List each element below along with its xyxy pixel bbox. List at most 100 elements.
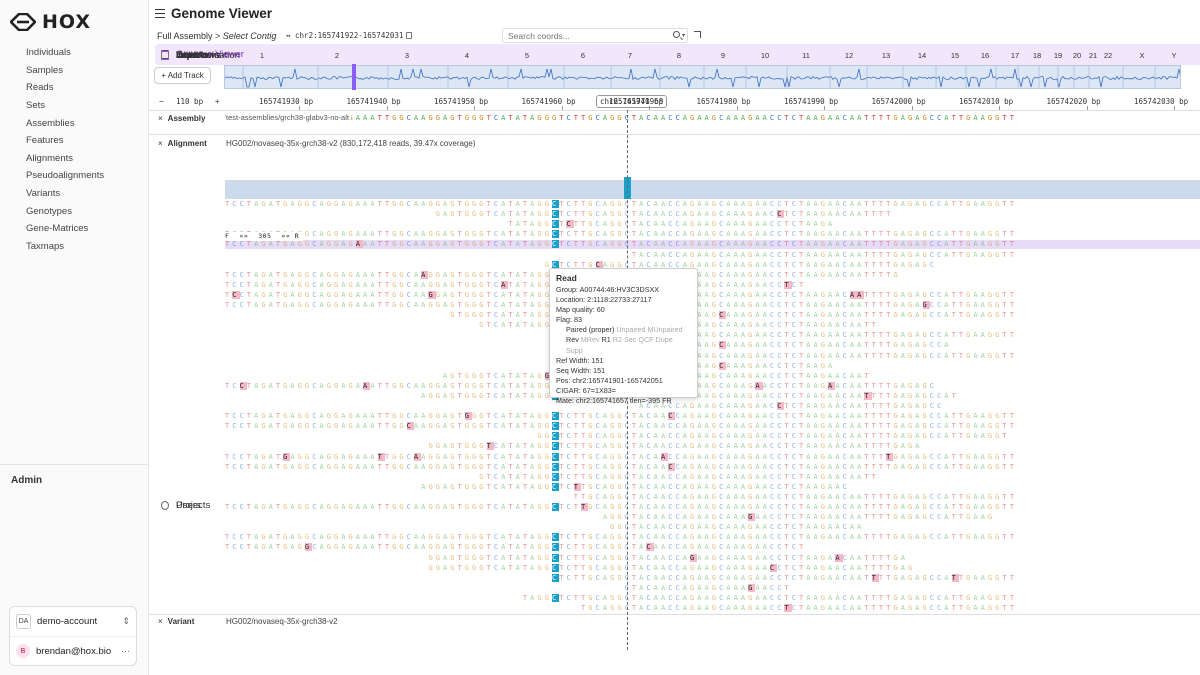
- read-row[interactable]: TCCTAGATGAGGCAGGAGAAATTGGCAAGGAGTGGGTCAT…: [225, 503, 1017, 511]
- chromosome-label[interactable]: 5: [524, 51, 530, 60]
- copy-icon[interactable]: [406, 32, 413, 39]
- read-row[interactable]: NNNNNNNNNNNNNNNNNNNNNNNNNNNNNNAGTGGGTCAT…: [442, 371, 872, 380]
- sidebar-item-projects[interactable]: Projects: [149, 494, 1200, 517]
- user-menu[interactable]: B brendan@hox.bio ···: [10, 636, 136, 665]
- sidebar-item-assemblies[interactable]: Assemblies: [0, 114, 149, 132]
- sidebar-item-individuals[interactable]: Individuals: [0, 44, 149, 62]
- chromosome-label[interactable]: 16: [980, 51, 990, 60]
- chromosome-label[interactable]: 9: [720, 51, 726, 60]
- read-row[interactable]: NNNNNNNNNNNNNNNNNNNNNNNNNNNAGGAGTGGGTCAT…: [421, 482, 850, 491]
- chromosome-label[interactable]: 1: [259, 51, 265, 60]
- close-icon[interactable]: ×: [158, 139, 163, 148]
- read-row[interactable]: NNNNNNNNNNNNNNNNNNNNNNNNNNNNGGAGTGGGTCAT…: [428, 553, 908, 562]
- add-track-button[interactable]: + Add Track: [154, 67, 211, 84]
- chromosome-label[interactable]: Y: [1171, 51, 1177, 60]
- read-row[interactable]: NNNNNNNNNNNNNNNNNNNNNNNNNNNNNNNNNNNNNNNN…: [588, 351, 1017, 360]
- read-row[interactable]: TCCTAGATGAGGCAGGAGAAATTGGCAAGGAGTGGGTCAT…: [225, 200, 1017, 208]
- read-row[interactable]: NNNNNNNNNNNNNNNNNNNNNNNNNNNNNNNNNNNGTCAT…: [479, 472, 879, 481]
- sidebar-item-sets[interactable]: Sets: [0, 97, 149, 115]
- sidebar-item-pseudoalignments[interactable]: Pseudoalignments: [0, 167, 149, 185]
- sidebar-item-taxmaps[interactable]: Taxmaps: [0, 238, 149, 256]
- chromosome-label[interactable]: 4: [464, 51, 470, 60]
- chromosome-label[interactable]: 2: [334, 51, 340, 60]
- read-row[interactable]: TCCTAGATGAGGCAGGAGAAATTGGCAAGGAGTGGGTCAT…: [225, 301, 1017, 309]
- chromosome-label[interactable]: 18: [1032, 51, 1042, 60]
- chromosome-label[interactable]: 8: [676, 51, 682, 60]
- genome-coverage-strip[interactable]: [224, 65, 1181, 89]
- sidebar-item-documentation[interactable]: Documentation: [149, 44, 1200, 67]
- close-icon[interactable]: ×: [158, 617, 163, 626]
- chromosome-label[interactable]: 21: [1088, 51, 1098, 60]
- chromosome-label[interactable]: 15: [950, 51, 960, 60]
- menu-icon[interactable]: [155, 9, 165, 18]
- read-row[interactable]: TCCTAGATGAGGCAGGAGAAATTGGCAAGGAGTGGGTCAT…: [225, 230, 1017, 239]
- zoom-out-button[interactable]: −: [159, 97, 164, 106]
- chevron-down-icon[interactable]: ▾: [682, 33, 686, 39]
- read-row[interactable]: NNNNNNNNNNNNNNNNNNNNNNNNNNNNNNNNNNNNNNNN…: [544, 260, 938, 269]
- chromosome-label[interactable]: 6: [580, 51, 586, 60]
- read-row[interactable]: TCCTAGATGAGGCAGGAGAAATTGGCAAGGAGTGGGTCAT…: [225, 381, 938, 390]
- read-row[interactable]: TCCTAGATGAGGCAGGAGAAATTGGCAAGGAGTGGGTCAT…: [225, 543, 807, 552]
- read-row[interactable]: NNNNNNNNNNNNNNNNNNNNNNNNNNNAGGAGTGGGTCAT…: [421, 391, 959, 400]
- read-row[interactable]: NNNNNNNNNNNNNNNNNNNNNNNNNNNNNNNNNNNNNNNN…: [581, 604, 1017, 612]
- read-row[interactable]: NNNNNNNNNNNNNNNNNNNNNNNNNNNNGGAGTGGGTCAT…: [428, 563, 916, 572]
- chromosome-label[interactable]: 14: [917, 51, 927, 60]
- chromosome-label[interactable]: 3: [404, 51, 410, 60]
- read-row[interactable]: TCCTAGATGAGGCAGGAGAAATTGGCAAGGAGTGGGTCAT…: [225, 290, 1017, 299]
- read-row[interactable]: NNNNNNNNNNNNNNNNNNNNNNNNNNNNNNNNNNNNNNNN…: [225, 361, 1200, 371]
- sidebar-item-gene-matrices[interactable]: Gene-Matrices: [0, 220, 149, 238]
- read-row[interactable]: TCCTAGATGAGGCAGGAGAAATTGGCAAGGAGTGGGTCAT…: [225, 452, 1017, 461]
- zoom-in-button[interactable]: +: [215, 97, 220, 106]
- read-row[interactable]: NNNNNNNNNNNNNNNNNNNNNNNNNNNNNNNNNNNNNNNN…: [624, 583, 792, 592]
- chromosome-label[interactable]: 12: [844, 51, 854, 60]
- mate-pair-strip[interactable]: F »» 305 «« R: [225, 232, 303, 242]
- read-row[interactable]: NNNNNNNNNNNNNNNNNNNNNNNNNNNNGGAGTGGGTCAT…: [428, 442, 923, 451]
- read-pileup[interactable]: TCCTAGATGAGGCAGGAGAAATTGGCAAGGAGTGGGTCAT…: [149, 200, 1200, 615]
- read-row[interactable]: TCCTAGATGAGGCAGGAGAAATTGGCAAGGAGTGGGTCAT…: [225, 240, 1200, 250]
- sidebar-item-variants[interactable]: Variants: [0, 185, 149, 203]
- chromosome-label[interactable]: 19: [1053, 51, 1063, 60]
- read-row[interactable]: NNNNNNNNNNNNNNNNNNNNNNNNNNNNNGAGTGGGTCAT…: [435, 210, 894, 219]
- sidebar-item-features[interactable]: Features: [0, 132, 149, 150]
- read-row[interactable]: NNNNNNNNNNNNNNNNNNNNNNNNNNNNNNNNNNNNNNNN…: [522, 593, 1017, 602]
- chromosome-label[interactable]: 17: [1010, 51, 1020, 60]
- close-icon[interactable]: ×: [158, 114, 163, 123]
- more-icon[interactable]: ···: [121, 646, 130, 656]
- search-icon[interactable]: [673, 31, 680, 38]
- coverage-histogram[interactable]: [225, 180, 1200, 199]
- read-row[interactable]: TCCTAGATGAGGCAGGAGAAATTGGCAAGGAGTGGGTCAT…: [225, 533, 1017, 542]
- read-row[interactable]: NNNNNNNNNNNNNNNNNNNNNNNNNNNNNNNNNNNNNNNT…: [508, 220, 836, 229]
- chromosome-label[interactable]: 10: [760, 51, 770, 60]
- read-row[interactable]: NNNNNNNNNNNNNNNNNNNNNNNNNNNNNNNNNNNNNNNN…: [537, 432, 1010, 441]
- chromosome-ideogram[interactable]: 1 2 3 4 5 6 7 8 9 10 11 12 13 14 15 16 17 18 19 20 21 22 X Y: [224, 51, 1181, 91]
- read-row[interactable]: TCCTAGATGAGGCAGGAGAAATTGGCAAGGAGTGGGTCAT…: [225, 462, 1017, 471]
- sidebar-item-reads[interactable]: Reads: [0, 79, 149, 97]
- read-row[interactable]: NNNNNNNNNNNNNNNNNNNNNNNNNNNNNNNNNNNNNNNN…: [610, 523, 865, 532]
- read-row[interactable]: NNNNNNNNNNNNNNNNNNNNNNNNNNNNNNNNNNNNNNNN…: [631, 250, 1017, 259]
- read-row[interactable]: TCCTAGATGAGGCAGGAGAAATTGGCAAGGAGTGGGTCAT…: [225, 422, 1017, 431]
- chromosome-label[interactable]: 13: [881, 51, 891, 60]
- sidebar-item-samples[interactable]: Samples: [0, 62, 149, 80]
- chromosome-label[interactable]: 7: [627, 51, 633, 60]
- chromosome-label[interactable]: 11: [802, 51, 810, 60]
- read-row[interactable]: NNNNNNNNNNNNNNNNNNNNNNNNNNNNNNNNNNNNNNNN…: [574, 331, 1017, 340]
- ideogram-position-marker[interactable]: [352, 64, 356, 90]
- breadcrumb-root[interactable]: Full Assembly: [157, 31, 213, 41]
- read-row[interactable]: TCCTAGATGAGGCAGGAGAAATTGGCAAGGAGTGGGTCAT…: [225, 280, 807, 289]
- read-row[interactable]: NNNNNNNNNNNNNNNNNNNNNNNNNNNNNNNNNNNNNNNN…: [632, 341, 952, 350]
- contig-selector[interactable]: Select Contig: [222, 31, 277, 41]
- coords-search-input[interactable]: [502, 28, 688, 43]
- sidebar-item-alignments[interactable]: Alignments: [0, 150, 149, 168]
- read-row[interactable]: NNNNNNNNNNNNNNNNNNNNNNNNNNNNNNNNNNNGTCAT…: [479, 321, 879, 330]
- account-switcher[interactable]: DA demo-account ⇕: [10, 607, 136, 636]
- read-row[interactable]: NNNNNNNNNNNNNNNNNNNNNNNNNNNNNNNNNNNNNNNN…: [602, 513, 996, 522]
- app-logo[interactable]: HOX: [10, 11, 91, 33]
- read-row[interactable]: TCCTAGATGAGGCAGGAGAAATTGGCAAGGAGTGGGTCAT…: [225, 412, 1017, 421]
- expand-icon[interactable]: [694, 31, 701, 38]
- chromosome-label[interactable]: 22: [1103, 51, 1113, 60]
- read-row[interactable]: NNNNNNNNNNNNNNNNNNNNNNNNNNNNNNNGTGGGTCAT…: [450, 311, 1017, 320]
- read-row[interactable]: TCCTAGATGAGGCAGGAGAAATTGGCAAGGAGTGGGTCAT…: [225, 270, 901, 279]
- read-row[interactable]: NNNNNNNNNNNNNNNNNNNNNNNNNNNNNNNNNNNNNNNN…: [573, 492, 1017, 501]
- read-row[interactable]: NNNNNNNNNNNNNNNNNNNNNNNNNNNNNNNNNNNNNNNN…: [639, 402, 945, 410]
- chromosome-label[interactable]: 20: [1072, 51, 1082, 60]
